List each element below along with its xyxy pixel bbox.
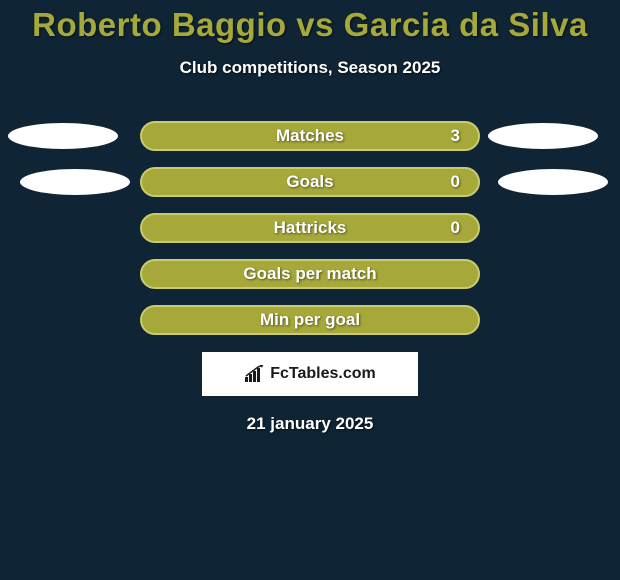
stat-bar: Goals per match — [140, 259, 480, 289]
stat-value: 0 — [451, 172, 460, 192]
player-left-marker — [8, 123, 118, 149]
stat-label: Matches — [276, 126, 344, 146]
stat-label: Goals — [286, 172, 333, 192]
stat-bar: Min per goal — [140, 305, 480, 335]
stat-rows: Matches 3 Goals 0 Hattricks 0 Goals per match M… — [0, 120, 620, 336]
stat-row: Goals per match — [0, 258, 620, 290]
date-label: 21 january 2025 — [0, 414, 620, 434]
logo-text: FcTables.com — [270, 365, 376, 383]
stat-row: Matches 3 — [0, 120, 620, 152]
stat-label: Min per goal — [260, 310, 360, 330]
stat-value: 0 — [451, 218, 460, 238]
player-right-marker — [488, 123, 598, 149]
bar-chart-icon — [244, 365, 266, 383]
stat-bar: Goals 0 — [140, 167, 480, 197]
stat-row: Goals 0 — [0, 166, 620, 198]
stat-value: 3 — [451, 126, 460, 146]
page-title: Roberto Baggio vs Garcia da Silva — [0, 0, 620, 44]
stat-row: Hattricks 0 — [0, 212, 620, 244]
player-left-marker — [20, 169, 130, 195]
stat-row: Min per goal — [0, 304, 620, 336]
subtitle: Club competitions, Season 2025 — [0, 58, 620, 78]
stat-bar: Hattricks 0 — [140, 213, 480, 243]
stat-label: Hattricks — [274, 218, 347, 238]
stat-bar: Matches 3 — [140, 121, 480, 151]
stat-label: Goals per match — [243, 264, 376, 284]
comparison-infographic: Roberto Baggio vs Garcia da Silva Club c… — [0, 0, 620, 580]
player-right-marker — [498, 169, 608, 195]
logo-box: FcTables.com — [202, 352, 418, 396]
